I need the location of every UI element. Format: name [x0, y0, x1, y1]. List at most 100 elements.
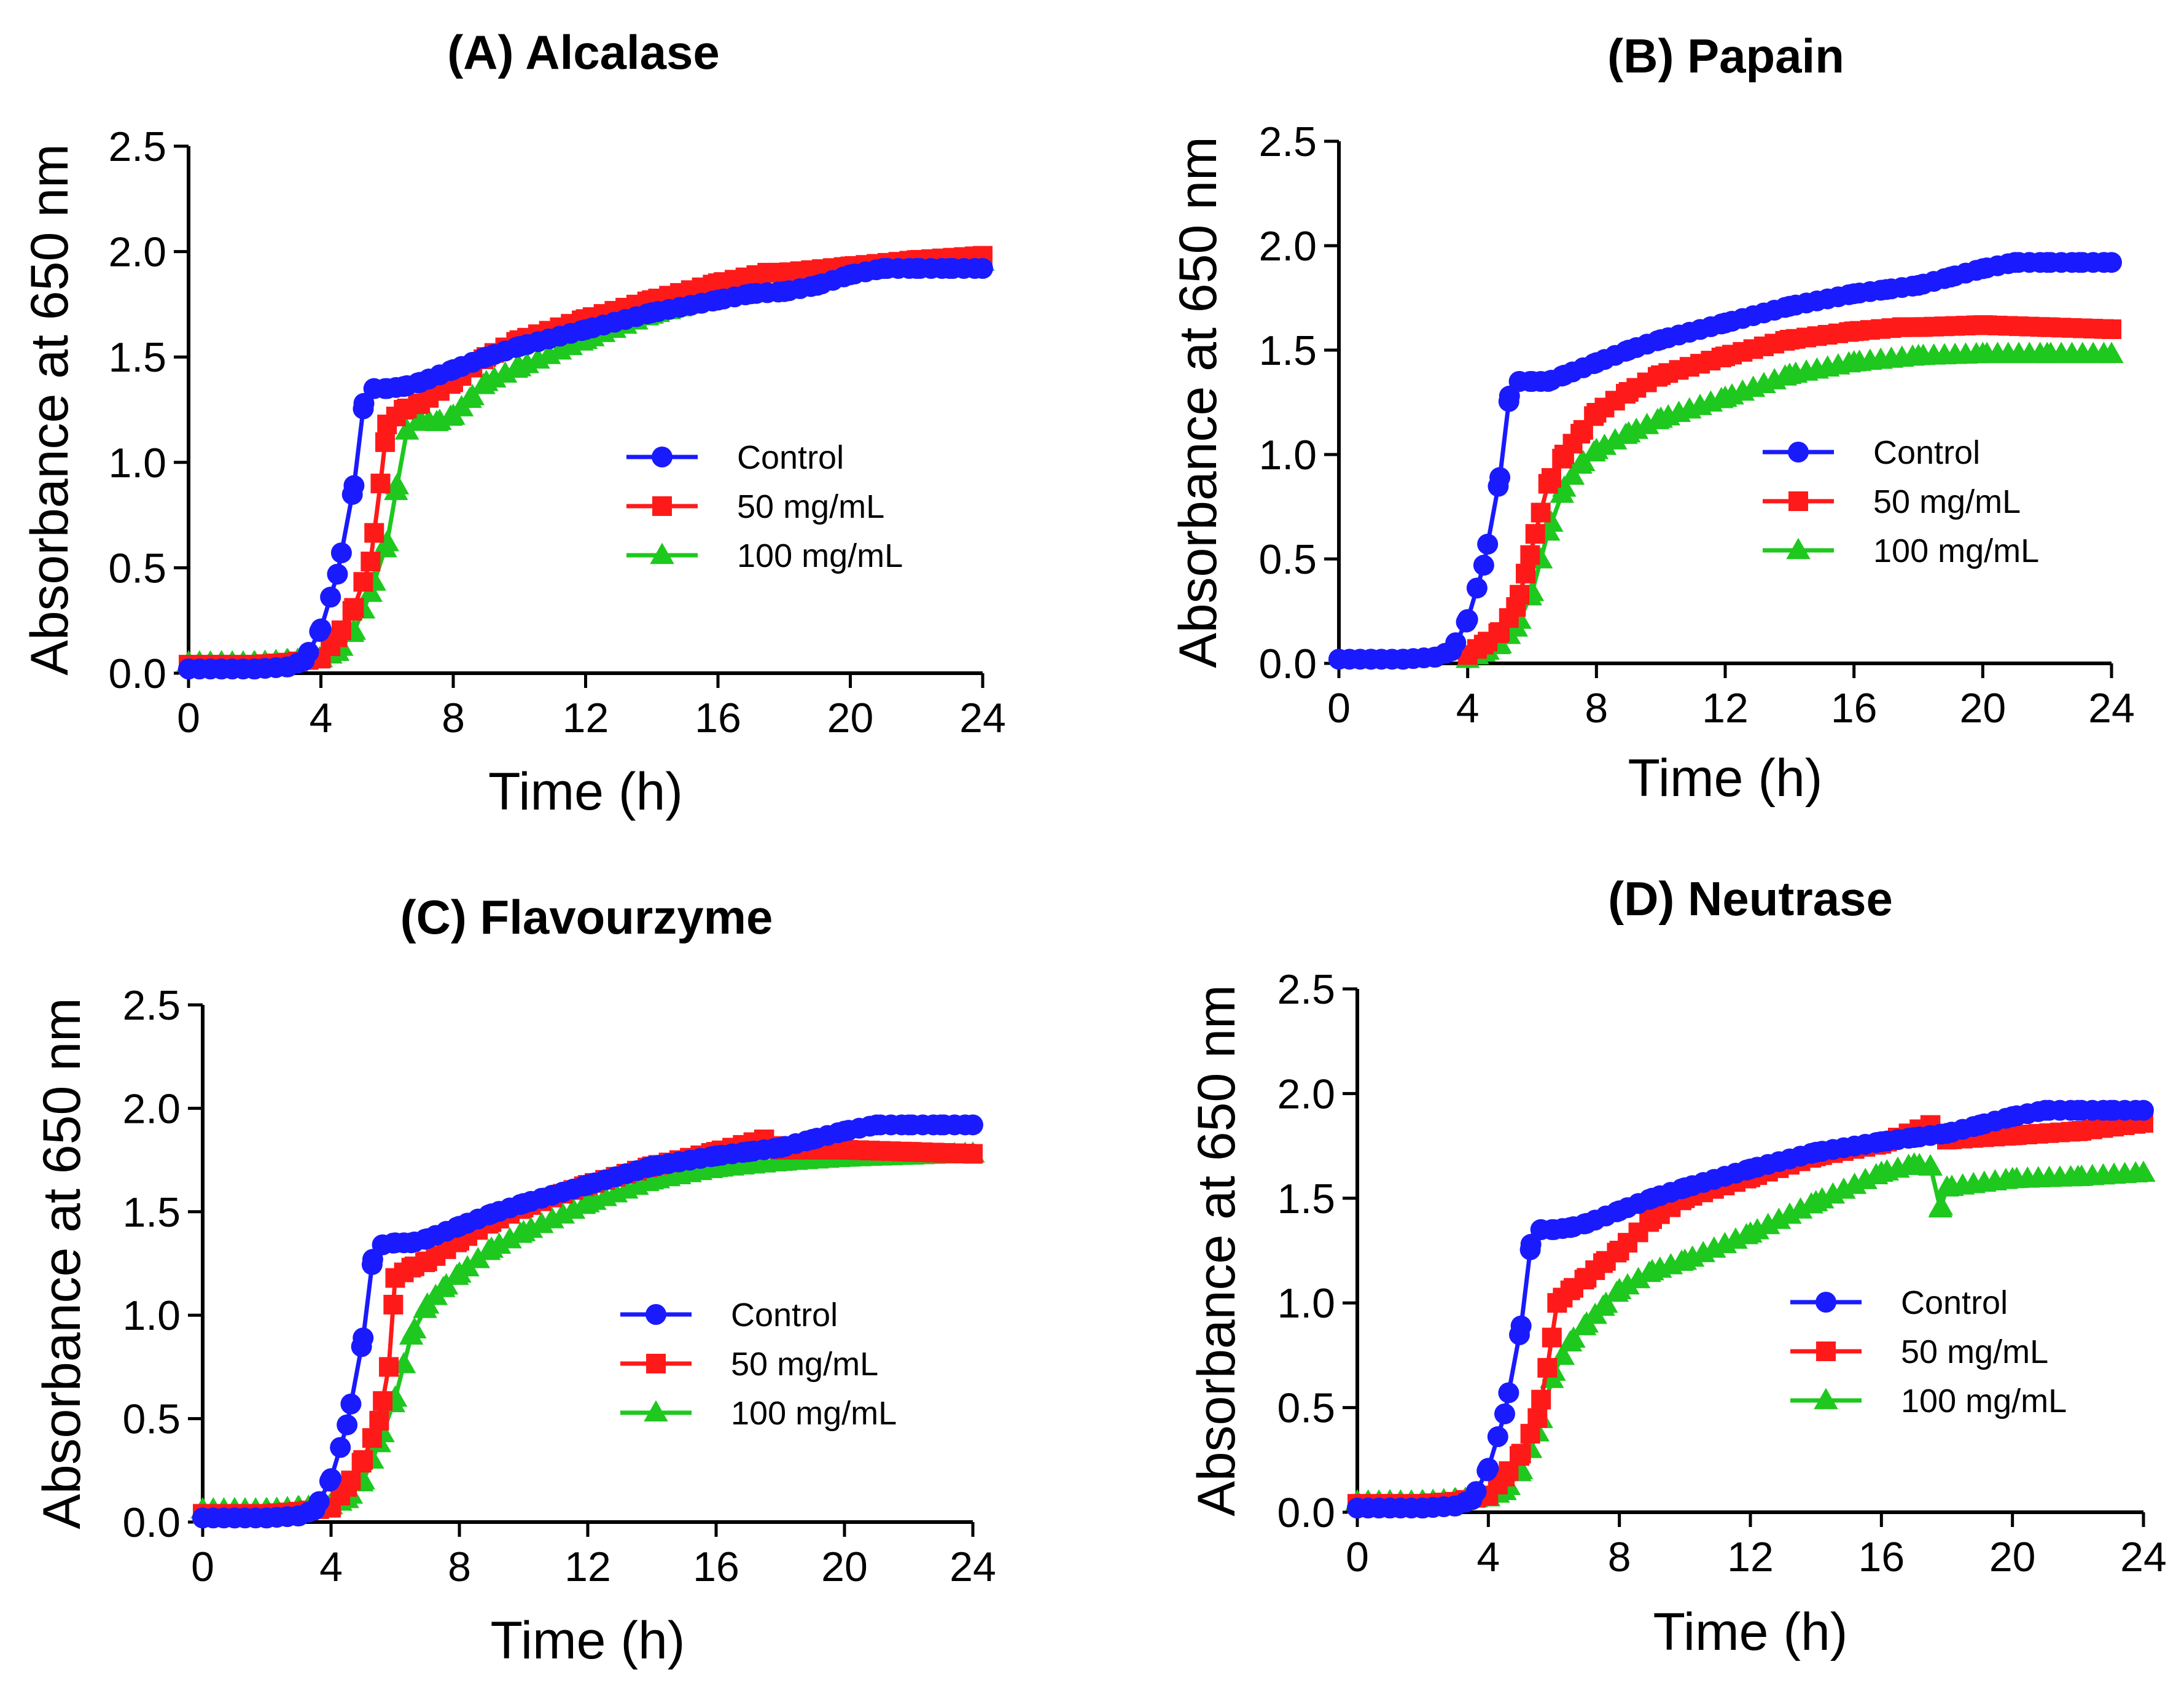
data-point	[1779, 330, 1800, 349]
data-point	[410, 393, 431, 413]
data-point	[1511, 1443, 1531, 1464]
y-tick-label: 2.0	[1258, 223, 1317, 270]
legend-marker	[652, 447, 673, 467]
data-point	[1901, 1152, 1927, 1174]
data-point	[2102, 319, 2121, 339]
data-point	[1903, 1127, 1925, 1148]
data-point	[738, 1141, 759, 1163]
data-point	[2067, 1099, 2089, 1121]
data-point	[1591, 1294, 1615, 1316]
y-tick-label: 1.0	[1258, 432, 1317, 478]
data-point	[509, 336, 530, 357]
x-tick-label: 8	[1608, 1534, 1631, 1580]
data-point	[353, 1327, 374, 1349]
data-point	[1918, 1154, 1943, 1176]
data-point	[757, 262, 778, 283]
data-point	[370, 474, 391, 494]
data-point	[840, 264, 861, 286]
data-point	[431, 1276, 456, 1297]
data-point	[1425, 646, 1446, 668]
data-point	[337, 1414, 358, 1435]
y-tick-label: 0.5	[122, 1396, 181, 1443]
data-point	[1936, 1123, 1957, 1144]
legend-label: 50 mg/mL	[1901, 1334, 2048, 1370]
data-point	[441, 403, 466, 425]
data-point	[1607, 1278, 1632, 1300]
data-point	[1586, 352, 1607, 373]
data-point	[1935, 1175, 1959, 1197]
data-point	[706, 1145, 727, 1166]
data-point	[364, 523, 384, 543]
data-point	[1494, 1403, 1515, 1424]
y-tick-label: 1.5	[1277, 1176, 1335, 1222]
data-point	[1531, 502, 1551, 523]
x-tick-label: 20	[821, 1544, 868, 1590]
data-point	[1618, 382, 1639, 402]
legend-marker	[650, 542, 674, 564]
x-tick-label: 20	[1960, 685, 2007, 732]
data-point	[1498, 1382, 1519, 1404]
data-point	[1715, 346, 1735, 367]
data-point	[330, 1437, 351, 1458]
data-point	[321, 1468, 341, 1490]
data-point	[1779, 295, 1800, 317]
series-100-mg-ml-b	[1455, 342, 2124, 668]
data-point	[344, 598, 364, 618]
x-tick-label: 0	[1346, 1534, 1369, 1580]
data-point	[375, 432, 396, 452]
data-point	[1640, 1259, 1664, 1281]
chart-panel-b: (B) Papain 0.0 0.5 1.0 1.5 2.0 2.5 0 4 8 12 16 20 24 T…	[1169, 29, 2135, 808]
data-point	[2065, 1165, 2091, 1186]
data-point	[2035, 342, 2059, 364]
x-tick-label: 8	[448, 1544, 471, 1590]
legend-marker	[652, 496, 672, 516]
data-point	[1908, 275, 1929, 296]
legend-label: Control	[731, 1297, 838, 1334]
data-point	[481, 1203, 502, 1225]
y-tick-label: 2.5	[1277, 966, 1335, 1013]
x-tick-label: 4	[310, 695, 333, 741]
data-point	[288, 1505, 310, 1526]
legend-c: Control 50 mg/mL 100 mg/mL	[620, 1297, 897, 1432]
y-tick-label: 2.0	[122, 1085, 181, 1132]
data-point	[774, 262, 794, 283]
data-point	[740, 283, 762, 305]
data-point	[1805, 1141, 1827, 1163]
series-control-d	[1347, 1099, 2154, 1519]
data-point	[1642, 1209, 1662, 1229]
data-point	[1552, 475, 1577, 497]
data-point	[1651, 365, 1671, 385]
data-point	[2037, 252, 2058, 273]
data-point	[1570, 424, 1591, 443]
data-point	[1973, 315, 1993, 335]
legend-label: 50 mg/mL	[737, 488, 884, 525]
data-point	[1477, 533, 1499, 555]
data-point	[417, 1251, 437, 1271]
data-point	[511, 1220, 536, 1241]
y-tick-label: 1.0	[122, 1292, 181, 1339]
data-point	[1441, 640, 1462, 662]
legend-label: 50 mg/mL	[731, 1346, 878, 1383]
data-point	[641, 302, 663, 324]
data-point	[408, 407, 432, 429]
data-point	[1841, 350, 1866, 372]
data-point	[383, 1295, 404, 1315]
data-point	[1531, 1389, 1551, 1410]
data-point	[1489, 467, 1511, 488]
data-point	[310, 618, 332, 639]
data-point	[1609, 1200, 1630, 1222]
legend-marker	[644, 1400, 668, 1422]
data-point	[2035, 1099, 2056, 1121]
chart-title-b: (B) Papain	[1607, 29, 1844, 83]
data-point	[479, 1236, 504, 1258]
data-point	[340, 1393, 362, 1415]
y-axis-label: Absorbance at 650 nm	[1169, 136, 1228, 668]
y-axis-label: Absorbance at 650 nm	[20, 144, 79, 675]
data-point	[376, 378, 398, 399]
data-point	[575, 319, 596, 340]
legend-label: Control	[1901, 1284, 2008, 1321]
legend-marker	[1814, 1388, 1838, 1410]
data-point	[244, 658, 265, 680]
x-tick-label: 16	[1831, 685, 1878, 732]
data-point	[507, 354, 532, 377]
